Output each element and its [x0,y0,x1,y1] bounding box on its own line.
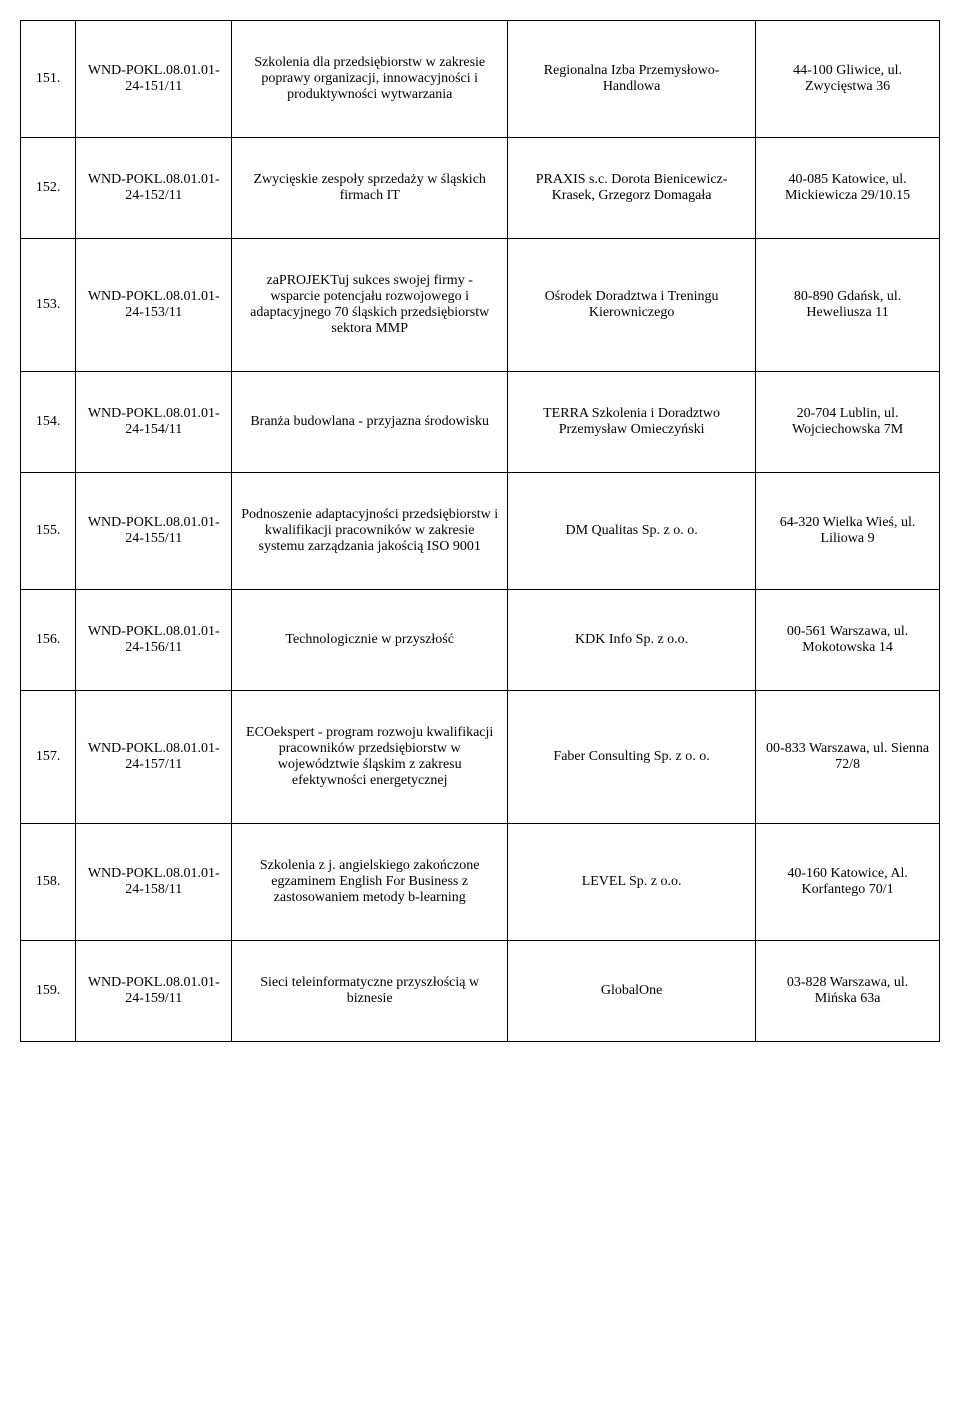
cell-addr: 80-890 Gdańsk, ul. Heweliusza 11 [756,239,940,372]
table-row: 157. WND-POKL.08.01.01-24-157/11 ECOeksp… [21,691,940,824]
cell-org: DM Qualitas Sp. z o. o. [508,473,756,590]
cell-org: PRAXIS s.c. Dorota Bienicewicz-Krasek, G… [508,138,756,239]
table-row: 155. WND-POKL.08.01.01-24-155/11 Podnosz… [21,473,940,590]
cell-title: Technologicznie w przyszłość [232,590,508,691]
cell-title: ECOekspert - program rozwoju kwalifikacj… [232,691,508,824]
table-row: 158. WND-POKL.08.01.01-24-158/11 Szkolen… [21,824,940,941]
cell-code: WND-POKL.08.01.01-24-155/11 [76,473,232,590]
cell-num: 151. [21,21,76,138]
cell-org: Regionalna Izba Przemysłowo-Handlowa [508,21,756,138]
cell-title: zaPROJEKTuj sukces swojej firmy - wsparc… [232,239,508,372]
cell-num: 157. [21,691,76,824]
cell-title: Sieci teleinformatyczne przyszłością w b… [232,941,508,1042]
cell-code: WND-POKL.08.01.01-24-156/11 [76,590,232,691]
cell-addr: 00-833 Warszawa, ul. Sienna 72/8 [756,691,940,824]
cell-code: WND-POKL.08.01.01-24-159/11 [76,941,232,1042]
cell-code: WND-POKL.08.01.01-24-152/11 [76,138,232,239]
cell-num: 155. [21,473,76,590]
cell-title: Branża budowlana - przyjazna środowisku [232,372,508,473]
table-row: 151. WND-POKL.08.01.01-24-151/11 Szkolen… [21,21,940,138]
table-row: 156. WND-POKL.08.01.01-24-156/11 Technol… [21,590,940,691]
cell-org: KDK Info Sp. z o.o. [508,590,756,691]
cell-org: LEVEL Sp. z o.o. [508,824,756,941]
table-row: 159. WND-POKL.08.01.01-24-159/11 Sieci t… [21,941,940,1042]
cell-title: Szkolenia z j. angielskiego zakończone e… [232,824,508,941]
projects-table: 151. WND-POKL.08.01.01-24-151/11 Szkolen… [20,20,940,1042]
table-row: 152. WND-POKL.08.01.01-24-152/11 Zwycięs… [21,138,940,239]
cell-addr: 64-320 Wielka Wieś, ul. Liliowa 9 [756,473,940,590]
table-row: 154. WND-POKL.08.01.01-24-154/11 Branża … [21,372,940,473]
cell-title: Szkolenia dla przedsiębiorstw w zakresie… [232,21,508,138]
cell-code: WND-POKL.08.01.01-24-153/11 [76,239,232,372]
cell-title: Podnoszenie adaptacyjności przedsiębiors… [232,473,508,590]
cell-addr: 44-100 Gliwice, ul. Zwycięstwa 36 [756,21,940,138]
cell-org: GlobalOne [508,941,756,1042]
table-body: 151. WND-POKL.08.01.01-24-151/11 Szkolen… [21,21,940,1042]
cell-code: WND-POKL.08.01.01-24-158/11 [76,824,232,941]
cell-num: 154. [21,372,76,473]
table-row: 153. WND-POKL.08.01.01-24-153/11 zaPROJE… [21,239,940,372]
cell-title: Zwycięskie zespoły sprzedaży w śląskich … [232,138,508,239]
cell-code: WND-POKL.08.01.01-24-157/11 [76,691,232,824]
cell-code: WND-POKL.08.01.01-24-151/11 [76,21,232,138]
cell-addr: 03-828 Warszawa, ul. Mińska 63a [756,941,940,1042]
cell-addr: 20-704 Lublin, ul. Wojciechowska 7M [756,372,940,473]
cell-org: TERRA Szkolenia i Doradztwo Przemysław O… [508,372,756,473]
cell-addr: 00-561 Warszawa, ul. Mokotowska 14 [756,590,940,691]
cell-num: 153. [21,239,76,372]
cell-num: 152. [21,138,76,239]
cell-addr: 40-160 Katowice, Al. Korfantego 70/1 [756,824,940,941]
cell-code: WND-POKL.08.01.01-24-154/11 [76,372,232,473]
cell-addr: 40-085 Katowice, ul. Mickiewicza 29/10.1… [756,138,940,239]
cell-num: 159. [21,941,76,1042]
cell-num: 158. [21,824,76,941]
cell-num: 156. [21,590,76,691]
cell-org: Ośrodek Doradztwa i Treningu Kierownicze… [508,239,756,372]
cell-org: Faber Consulting Sp. z o. o. [508,691,756,824]
